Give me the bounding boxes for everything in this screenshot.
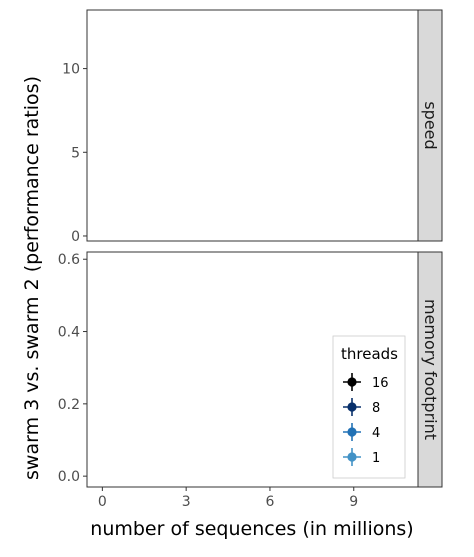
legend-key-point bbox=[347, 427, 357, 437]
y-tick-label: 10 bbox=[62, 62, 80, 78]
panel-speed: 0 5 10 speed bbox=[62, 9, 443, 245]
legend-item-4: 4 bbox=[343, 423, 380, 441]
y-tick-label: 5 bbox=[71, 145, 80, 161]
strip-background bbox=[417, 251, 443, 488]
x-axis: 0 3 6 9 bbox=[98, 487, 358, 510]
legend-label: 1 bbox=[372, 451, 380, 466]
legend-key-point bbox=[347, 452, 357, 462]
y-tick-label: 0.0 bbox=[58, 469, 80, 485]
x-tick-label: 3 bbox=[182, 494, 191, 510]
legend-label: 8 bbox=[372, 401, 380, 416]
strip-label: speed bbox=[421, 101, 440, 149]
x-axis-title: number of sequences (in millions) bbox=[90, 518, 413, 540]
panels-layer: 0 5 10 speed 0.0 0.2 0.4 0.6 memory footprint 0 3 6… bbox=[58, 9, 443, 510]
strip-background bbox=[417, 9, 443, 242]
y-tick-label: 0.2 bbox=[58, 397, 80, 413]
legend-key-point bbox=[347, 402, 357, 412]
x-tick-label: 6 bbox=[265, 494, 274, 510]
legend-item-8: 8 bbox=[343, 398, 380, 416]
strip-label: memory footprint bbox=[421, 299, 440, 440]
x-tick-label: 9 bbox=[349, 494, 358, 510]
y-tick-label: 0 bbox=[71, 229, 80, 245]
y-tick-label: 0.6 bbox=[58, 252, 80, 268]
legend-item-1: 1 bbox=[343, 448, 380, 466]
legend-label: 4 bbox=[372, 426, 380, 441]
legend-title: threads bbox=[341, 345, 398, 363]
legend: threads 16 8 4 1 bbox=[332, 335, 406, 479]
legend-key-point bbox=[347, 377, 357, 387]
y-axis-title: swarm 3 vs. swarm 2 (performance ratios) bbox=[21, 76, 43, 480]
y-tick-label: 0.4 bbox=[58, 325, 80, 341]
legend-label: 16 bbox=[372, 376, 389, 391]
x-tick-label: 0 bbox=[98, 494, 107, 510]
panel-border bbox=[86, 9, 419, 242]
legend-item-16: 16 bbox=[343, 373, 389, 391]
